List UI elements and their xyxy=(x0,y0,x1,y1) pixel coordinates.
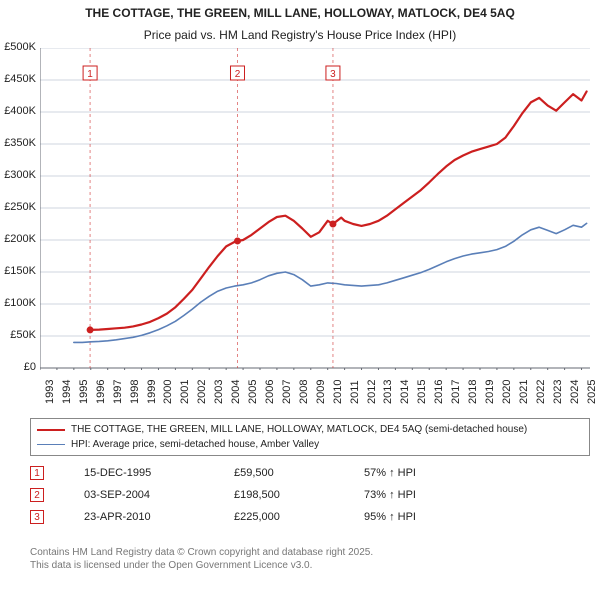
y-tick-label: £0 xyxy=(0,361,36,373)
x-tick-label: 1994 xyxy=(61,380,73,404)
sale-badge: 2 xyxy=(30,488,44,502)
y-tick-label: £200K xyxy=(0,233,36,245)
x-tick-label: 1999 xyxy=(146,380,158,404)
x-tick-label: 2016 xyxy=(433,380,445,404)
attribution-line2: This data is licensed under the Open Gov… xyxy=(30,559,373,572)
x-tick-label: 2010 xyxy=(332,380,344,404)
x-tick-label: 2004 xyxy=(230,380,242,404)
y-tick-label: £100K xyxy=(0,297,36,309)
sale-delta: 73% ↑ HPI xyxy=(364,489,416,501)
x-tick-label: 2018 xyxy=(467,380,479,404)
x-tick-label: 2019 xyxy=(484,380,496,404)
x-tick-label: 1998 xyxy=(129,380,141,404)
x-tick-label: 2011 xyxy=(349,380,361,404)
y-tick-label: £300K xyxy=(0,169,36,181)
x-tick-label: 2020 xyxy=(501,380,513,404)
x-tick-label: 2012 xyxy=(366,380,378,404)
x-tick-label: 1993 xyxy=(44,380,56,404)
sales-table: 1 15-DEC-1995 £59,500 57% ↑ HPI 2 03-SEP-2004… xyxy=(30,462,416,528)
svg-text:1: 1 xyxy=(87,69,93,80)
sale-price: £59,500 xyxy=(234,467,324,479)
sale-badge: 3 xyxy=(30,510,44,524)
legend-swatch xyxy=(37,444,65,445)
sale-delta: 57% ↑ HPI xyxy=(364,467,416,479)
legend-item: HPI: Average price, semi-detached house,… xyxy=(37,437,583,452)
chart-container: { "title_line1": "THE COTTAGE, THE GREEN… xyxy=(0,0,600,590)
attribution: Contains HM Land Registry data © Crown c… xyxy=(30,546,373,572)
legend: THE COTTAGE, THE GREEN, MILL LANE, HOLLO… xyxy=(30,418,590,456)
sale-row: 3 23-APR-2010 £225,000 95% ↑ HPI xyxy=(30,506,416,528)
svg-text:2: 2 xyxy=(235,69,241,80)
sale-price: £198,500 xyxy=(234,489,324,501)
x-tick-label: 2005 xyxy=(247,380,259,404)
x-tick-label: 2009 xyxy=(315,380,327,404)
x-tick-label: 2022 xyxy=(535,380,547,404)
legend-label: HPI: Average price, semi-detached house,… xyxy=(71,437,319,452)
x-tick-label: 2017 xyxy=(450,380,462,404)
y-tick-label: £50K xyxy=(0,329,36,341)
x-tick-label: 2014 xyxy=(399,380,411,404)
x-tick-label: 2006 xyxy=(264,380,276,404)
y-tick-label: £250K xyxy=(0,201,36,213)
y-tick-label: £400K xyxy=(0,105,36,117)
x-tick-label: 1995 xyxy=(78,380,90,404)
sale-price: £225,000 xyxy=(234,511,324,523)
attribution-line1: Contains HM Land Registry data © Crown c… xyxy=(30,546,373,559)
y-tick-label: £500K xyxy=(0,41,36,53)
x-tick-label: 2021 xyxy=(518,380,530,404)
y-tick-label: £350K xyxy=(0,137,36,149)
chart-title-line1: THE COTTAGE, THE GREEN, MILL LANE, HOLLO… xyxy=(0,0,600,22)
legend-label: THE COTTAGE, THE GREEN, MILL LANE, HOLLO… xyxy=(71,422,527,437)
sale-date: 23-APR-2010 xyxy=(84,511,194,523)
x-tick-label: 1996 xyxy=(95,380,107,404)
x-tick-label: 1997 xyxy=(112,380,124,404)
sale-date: 15-DEC-1995 xyxy=(84,467,194,479)
line-chart: 1 2 3 xyxy=(40,48,592,370)
svg-text:3: 3 xyxy=(330,69,336,80)
legend-swatch xyxy=(37,429,65,431)
sale-badge: 1 xyxy=(30,466,44,480)
x-tick-label: 2001 xyxy=(179,380,191,404)
sale-row: 2 03-SEP-2004 £198,500 73% ↑ HPI xyxy=(30,484,416,506)
x-tick-label: 2023 xyxy=(552,380,564,404)
x-tick-label: 2007 xyxy=(281,380,293,404)
y-tick-label: £450K xyxy=(0,73,36,85)
x-tick-label: 2000 xyxy=(162,380,174,404)
x-tick-label: 2024 xyxy=(569,380,581,404)
x-tick-label: 2002 xyxy=(196,380,208,404)
x-tick-label: 2015 xyxy=(416,380,428,404)
sale-date: 03-SEP-2004 xyxy=(84,489,194,501)
x-tick-label: 2003 xyxy=(213,380,225,404)
y-tick-label: £150K xyxy=(0,265,36,277)
x-tick-label: 2008 xyxy=(298,380,310,404)
sale-row: 1 15-DEC-1995 £59,500 57% ↑ HPI xyxy=(30,462,416,484)
sale-delta: 95% ↑ HPI xyxy=(364,511,416,523)
legend-item: THE COTTAGE, THE GREEN, MILL LANE, HOLLO… xyxy=(37,422,583,437)
x-tick-label: 2025 xyxy=(586,380,598,404)
chart-title-line2: Price paid vs. HM Land Registry's House … xyxy=(0,22,600,44)
x-tick-label: 2013 xyxy=(382,380,394,404)
